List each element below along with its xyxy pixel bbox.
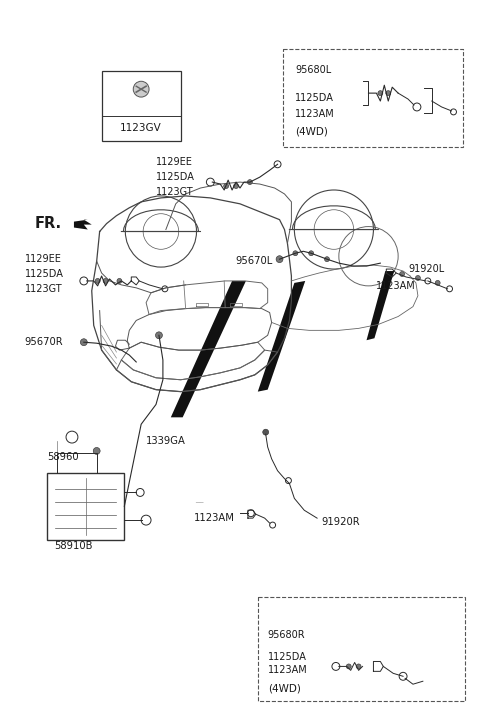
Text: 1123AM: 1123AM: [193, 513, 234, 523]
Text: 1125DA: 1125DA: [156, 172, 195, 182]
Circle shape: [416, 276, 420, 280]
Polygon shape: [367, 271, 394, 341]
Text: 1129EE: 1129EE: [156, 157, 193, 167]
Text: 95680L: 95680L: [295, 66, 332, 76]
Text: 1123GT: 1123GT: [24, 284, 62, 294]
Text: 1123AM: 1123AM: [268, 665, 307, 675]
Circle shape: [80, 338, 87, 346]
Text: 1125DA: 1125DA: [295, 93, 334, 103]
Text: 1123GV: 1123GV: [120, 122, 162, 132]
Circle shape: [224, 184, 228, 189]
Circle shape: [117, 279, 122, 284]
Bar: [102, 71, 180, 140]
Bar: [284, 49, 463, 148]
Circle shape: [378, 91, 383, 96]
Text: 1123AM: 1123AM: [295, 109, 335, 119]
Polygon shape: [171, 281, 246, 418]
Text: 1125DA: 1125DA: [268, 652, 307, 662]
Text: 58960: 58960: [47, 452, 79, 462]
Polygon shape: [258, 281, 305, 392]
Text: 1123AM: 1123AM: [376, 281, 416, 291]
Circle shape: [95, 279, 100, 284]
Text: 91920R: 91920R: [321, 517, 360, 527]
Circle shape: [276, 256, 283, 263]
Text: ──: ──: [195, 500, 204, 506]
Text: 1339GA: 1339GA: [146, 436, 186, 446]
Text: 58910B: 58910B: [54, 541, 93, 551]
Circle shape: [400, 271, 405, 276]
Circle shape: [234, 184, 239, 189]
Circle shape: [293, 251, 298, 256]
Text: 95670L: 95670L: [235, 256, 272, 266]
Bar: [258, 597, 466, 701]
Circle shape: [103, 279, 108, 284]
Circle shape: [247, 179, 252, 184]
Circle shape: [156, 332, 162, 338]
Circle shape: [309, 251, 313, 256]
Circle shape: [386, 91, 391, 96]
Circle shape: [356, 664, 361, 669]
Circle shape: [346, 664, 351, 669]
Text: 1125DA: 1125DA: [24, 269, 63, 279]
Text: FR.: FR.: [35, 216, 61, 231]
Circle shape: [263, 429, 269, 435]
Text: 91920L: 91920L: [408, 264, 444, 274]
Polygon shape: [74, 220, 92, 230]
Bar: [47, 473, 124, 540]
Circle shape: [133, 81, 149, 97]
Text: (4WD): (4WD): [268, 683, 300, 693]
Circle shape: [435, 280, 440, 285]
Text: (4WD): (4WD): [295, 127, 328, 137]
Text: 1123GT: 1123GT: [156, 187, 193, 197]
Text: 95680R: 95680R: [268, 630, 305, 640]
Text: 1129EE: 1129EE: [24, 254, 61, 264]
Text: 95670R: 95670R: [24, 337, 63, 347]
Circle shape: [324, 257, 329, 261]
Circle shape: [93, 447, 100, 454]
